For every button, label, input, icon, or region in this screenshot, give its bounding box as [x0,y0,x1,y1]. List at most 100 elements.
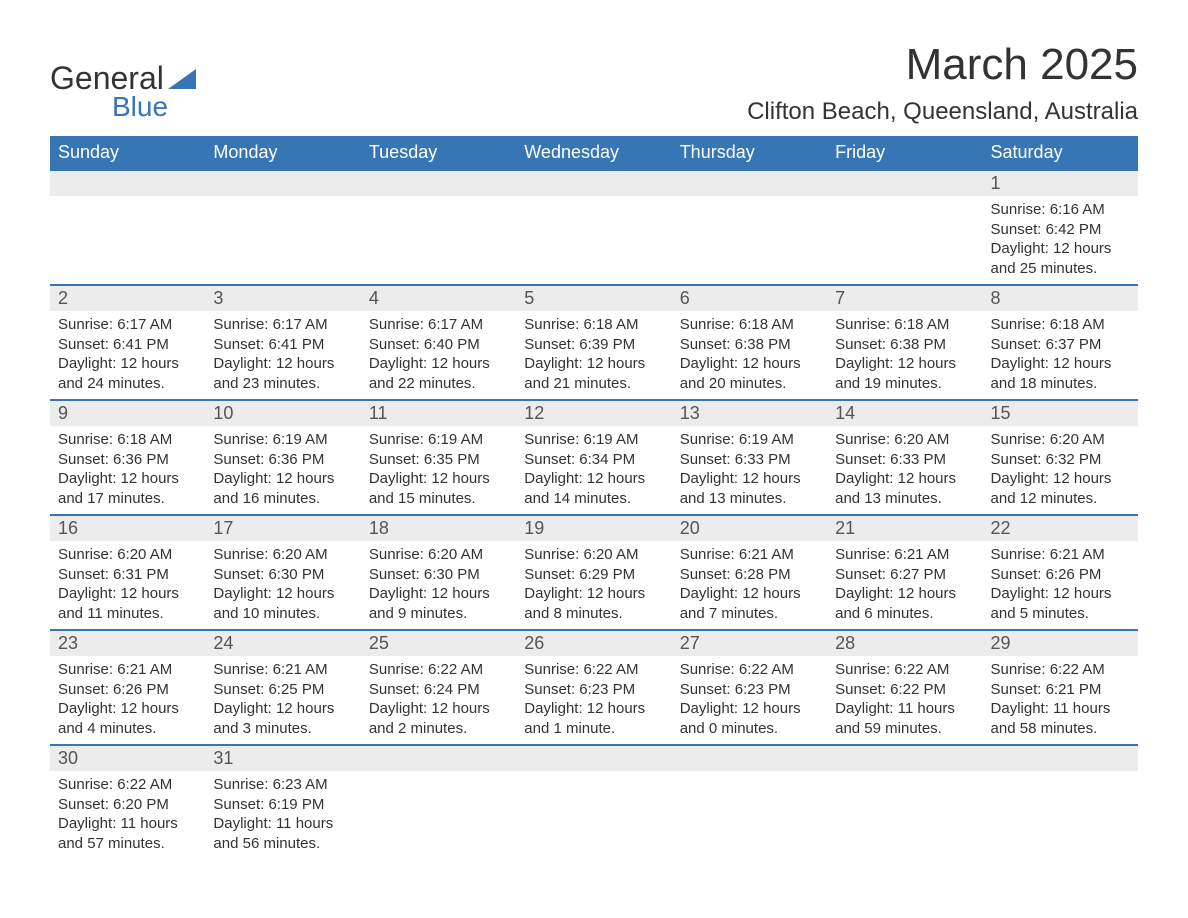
day-cell-detail: Sunrise: 6:18 AMSunset: 6:38 PMDaylight:… [672,311,827,400]
logo: General Blue [50,40,196,123]
day-cell-number: 6 [672,285,827,311]
daylight-line: Daylight: 12 hours and 3 minutes. [213,699,352,738]
day-cell-number: 27 [672,630,827,656]
day-number: 20 [672,516,827,541]
sunrise-line: Sunrise: 6:22 AM [58,775,197,795]
day-cell-number: 11 [361,400,516,426]
day-cell-detail [827,771,982,859]
day-cell-number [672,745,827,771]
day-cell-detail [516,196,671,285]
day-cell-number: 28 [827,630,982,656]
day-cell-number: 3 [205,285,360,311]
day-cell-detail: Sunrise: 6:18 AMSunset: 6:39 PMDaylight:… [516,311,671,400]
daylight-line: Daylight: 12 hours and 16 minutes. [213,469,352,508]
sunset-line: Sunset: 6:22 PM [835,680,974,700]
day-number: 15 [983,401,1138,426]
sunrise-line: Sunrise: 6:22 AM [835,660,974,680]
day-cell-number: 19 [516,515,671,541]
sunset-line: Sunset: 6:29 PM [524,565,663,585]
day-details: Sunrise: 6:18 AMSunset: 6:36 PMDaylight:… [50,426,205,514]
day-cell-number: 18 [361,515,516,541]
day-cell-number [50,170,205,196]
week-daynum-row: 16171819202122 [50,515,1138,541]
day-number: 31 [205,746,360,771]
day-number: 9 [50,401,205,426]
month-title: March 2025 [747,40,1138,90]
week-detail-row: Sunrise: 6:21 AM Sunset: 6:26 PM Daylight:… [50,656,1138,745]
day-number: 8 [983,286,1138,311]
page-header: General Blue March 2025 Clifton Beach, Q… [50,40,1138,126]
day-number: 25 [361,631,516,656]
day-number: 19 [516,516,671,541]
day-cell-detail: Sunrise: 6:20 AMSunset: 6:30 PMDaylight:… [361,541,516,630]
day-cell-detail: Sunrise: 6:20 AMSunset: 6:31 PMDaylight:… [50,541,205,630]
day-cell-detail [516,771,671,859]
day-details: Sunrise: 6:16 AMSunset: 6:42 PMDaylight:… [983,196,1138,284]
day-cell-detail: Sunrise: 6:21 AMSunset: 6:27 PMDaylight:… [827,541,982,630]
sunrise-line: Sunrise: 6:18 AM [58,430,197,450]
day-cell-number [983,745,1138,771]
sunset-line: Sunset: 6:34 PM [524,450,663,470]
week-daynum-row: 23242526272829 [50,630,1138,656]
sunset-line: Sunset: 6:28 PM [680,565,819,585]
title-block: March 2025 Clifton Beach, Queensland, Au… [747,40,1138,126]
day-header: Friday [827,136,982,170]
day-cell-detail [672,771,827,859]
day-number: 16 [50,516,205,541]
sunrise-line: Sunrise: 6:23 AM [213,775,352,795]
day-cell-number: 26 [516,630,671,656]
sunrise-line: Sunrise: 6:20 AM [369,545,508,565]
sunrise-line: Sunrise: 6:17 AM [369,315,508,335]
sunset-line: Sunset: 6:30 PM [369,565,508,585]
day-cell-number: 15 [983,400,1138,426]
sunrise-line: Sunrise: 6:18 AM [835,315,974,335]
day-cell-detail: Sunrise: 6:18 AMSunset: 6:37 PMDaylight:… [983,311,1138,400]
sunrise-line: Sunrise: 6:21 AM [213,660,352,680]
week-detail-row: Sunrise: 6:17 AMSunset: 6:41 PMDaylight:… [50,311,1138,400]
day-cell-number: 10 [205,400,360,426]
day-cell-detail: Sunrise: 6:20 AMSunset: 6:30 PMDaylight:… [205,541,360,630]
day-cell-detail [361,196,516,285]
day-cell-number: 12 [516,400,671,426]
daylight-line: Daylight: 12 hours and 23 minutes. [213,354,352,393]
day-details: Sunrise: 6:19 AMSunset: 6:33 PMDaylight:… [672,426,827,514]
day-cell-number [827,745,982,771]
sunrise-line: Sunrise: 6:21 AM [835,545,974,565]
daylight-line: Daylight: 12 hours and 14 minutes. [524,469,663,508]
day-details: Sunrise: 6:20 AMSunset: 6:33 PMDaylight:… [827,426,982,514]
day-cell-detail: Sunrise: 6:21 AMSunset: 6:26 PMDaylight:… [50,656,205,745]
day-cell-number [361,170,516,196]
day-cell-number: 17 [205,515,360,541]
day-header: Wednesday [516,136,671,170]
day-details: Sunrise: 6:22 AMSunset: 6:24 PMDaylight:… [361,656,516,744]
day-cell-detail: Sunrise: 6:20 AMSunset: 6:32 PMDaylight:… [983,426,1138,515]
day-number: 26 [516,631,671,656]
daylight-line: Daylight: 12 hours and 19 minutes. [835,354,974,393]
day-cell-number: 23 [50,630,205,656]
sunset-line: Sunset: 6:23 PM [680,680,819,700]
day-cell-number: 5 [516,285,671,311]
day-header: Thursday [672,136,827,170]
day-cell-detail [983,771,1138,859]
day-cell-detail: Sunrise: 6:17 AMSunset: 6:41 PMDaylight:… [205,311,360,400]
sunrise-line: Sunrise: 6:22 AM [991,660,1130,680]
day-number: 5 [516,286,671,311]
day-cell-detail: Sunrise: 6:22 AMSunset: 6:23 PMDaylight:… [516,656,671,745]
daylight-line: Daylight: 11 hours and 58 minutes. [991,699,1130,738]
day-cell-detail: Sunrise: 6:16 AMSunset: 6:42 PMDaylight:… [983,196,1138,285]
sunset-line: Sunset: 6:24 PM [369,680,508,700]
daylight-line: Daylight: 12 hours and 10 minutes. [213,584,352,623]
day-number: 24 [205,631,360,656]
sunrise-line: Sunrise: 6:17 AM [213,315,352,335]
day-number: 3 [205,286,360,311]
sunrise-line: Sunrise: 6:20 AM [58,545,197,565]
day-cell-detail [50,196,205,285]
sunset-line: Sunset: 6:33 PM [835,450,974,470]
day-cell-number: 4 [361,285,516,311]
day-details: Sunrise: 6:22 AMSunset: 6:22 PMDaylight:… [827,656,982,744]
week-daynum-row: 2345678 [50,285,1138,311]
day-cell-detail: Sunrise: 6:18 AMSunset: 6:38 PMDaylight:… [827,311,982,400]
sunset-line: Sunset: 6:26 PM [58,680,197,700]
sunrise-line: Sunrise: 6:19 AM [369,430,508,450]
day-cell-detail: Sunrise: 6:22 AMSunset: 6:22 PMDaylight:… [827,656,982,745]
